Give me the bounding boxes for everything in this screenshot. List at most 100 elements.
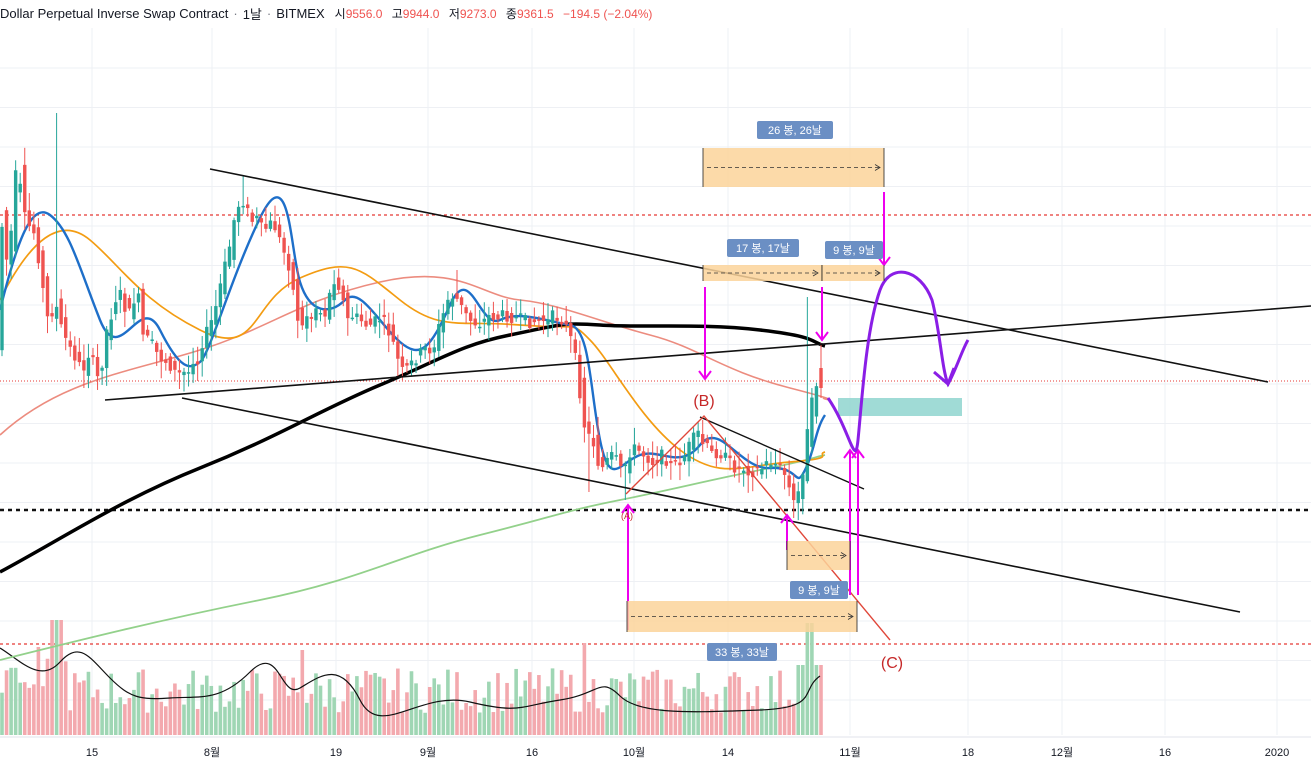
- volume-bar: [614, 679, 619, 735]
- arrow-top-down-head: [815, 331, 829, 342]
- arrow-a-up-head: [621, 503, 635, 514]
- ruler-9-bars-bottom-area: [787, 541, 850, 570]
- volume-bar: [145, 712, 150, 735]
- volume-bar: [286, 695, 291, 735]
- candle-body: [710, 445, 714, 451]
- volume-bar: [537, 675, 541, 735]
- header-separator: ·: [233, 5, 238, 21]
- ema-slow-line: [0, 275, 831, 436]
- volume-bar: [95, 689, 100, 735]
- volume-bar: [359, 687, 364, 735]
- candle-body: [164, 359, 168, 363]
- candle-body: [418, 348, 423, 356]
- volume-bar: [377, 676, 382, 735]
- volume-bar: [582, 643, 587, 735]
- candle-body: [223, 261, 227, 295]
- candle-body: [45, 276, 50, 317]
- volume-bar: [268, 708, 273, 735]
- open-label: 시: [334, 6, 346, 21]
- volume-bar: [259, 693, 264, 735]
- candle-body: [296, 279, 300, 321]
- candle-body: [687, 441, 691, 462]
- interval-label[interactable]: 1날: [242, 6, 262, 22]
- volume-bar: [195, 708, 200, 735]
- candle-body: [396, 341, 400, 359]
- volume-bar: [136, 672, 141, 735]
- candle-body: [728, 455, 732, 459]
- candle-body: [414, 363, 418, 366]
- x-axis-tick-label: 8월: [204, 746, 220, 759]
- candle-body: [32, 224, 36, 234]
- ruler-9-bars-top-label-bg: [825, 241, 883, 259]
- volume-bar: [450, 702, 455, 735]
- candle-body: [259, 218, 264, 223]
- candle-body: [432, 347, 436, 353]
- volume-bar: [223, 706, 227, 735]
- volume-bar: [150, 694, 154, 735]
- volume-bar: [414, 683, 418, 735]
- candle-body: [641, 451, 646, 457]
- arrow-b-down-head: [698, 370, 712, 381]
- candle-body: [155, 342, 159, 352]
- candle-body: [195, 361, 200, 365]
- candle-body: [468, 312, 473, 321]
- moving-averages: [0, 196, 831, 661]
- candle-body: [305, 316, 309, 329]
- candle-body: [387, 323, 391, 336]
- candle-body: [327, 292, 332, 320]
- candle-body: [573, 339, 577, 353]
- volume-bar: [787, 699, 791, 735]
- ema-mid-line: [0, 229, 826, 470]
- volume-bar: [409, 671, 414, 735]
- volume-bar: [295, 692, 300, 735]
- volume-bar: [218, 685, 223, 735]
- volume-bar: [641, 676, 646, 735]
- candle-body: [95, 356, 100, 377]
- volume-bar: [427, 687, 432, 735]
- candle-body: [805, 429, 810, 482]
- candle-body: [796, 491, 800, 504]
- volume-bar: [204, 675, 209, 735]
- volume-bar: [177, 689, 182, 735]
- candle-body: [801, 474, 805, 500]
- volume-bar: [241, 679, 245, 735]
- volume-bar: [796, 665, 801, 735]
- candle-body: [482, 318, 486, 322]
- candle-body: [241, 205, 245, 208]
- candle-body: [564, 320, 568, 325]
- volume-bar: [168, 691, 173, 735]
- candle-body: [100, 367, 104, 371]
- candle-body: [755, 466, 759, 469]
- volume-bar: [578, 711, 582, 735]
- volume-bar: [568, 674, 573, 735]
- volume-bar: [669, 679, 673, 735]
- candle-body: [277, 224, 282, 238]
- arrow-up-2-head: [851, 448, 865, 459]
- volume-bar: [123, 704, 127, 735]
- ruler-26-bars-label-bg: [757, 121, 833, 139]
- candle-body: [36, 227, 41, 264]
- ruler-9-bars-top-label: 9 봉, 9날: [833, 244, 875, 257]
- candle-body: [109, 319, 113, 341]
- candle-body: [741, 470, 746, 473]
- candle-body: [323, 309, 327, 317]
- volume-bar: [446, 669, 450, 735]
- candle-body: [246, 204, 250, 209]
- candle-body: [769, 464, 773, 468]
- symbol-title[interactable]: Dollar Perpetual Inverse Swap Contract: [0, 5, 229, 21]
- volume-bar: [236, 707, 241, 735]
- volume-bar: [245, 690, 250, 735]
- candle-body: [4, 210, 9, 260]
- volume-bar: [127, 698, 132, 735]
- candle-body: [27, 210, 31, 227]
- volume-bar: [186, 684, 191, 735]
- close-label: 종: [505, 6, 517, 21]
- volume-bar: [68, 710, 73, 735]
- candle-body: [309, 316, 314, 319]
- volume-bar: [91, 697, 95, 735]
- candle-body: [232, 220, 236, 260]
- volume-bar: [341, 701, 346, 735]
- candle-body: [132, 303, 136, 320]
- x-axis-tick-label: 16: [526, 747, 538, 759]
